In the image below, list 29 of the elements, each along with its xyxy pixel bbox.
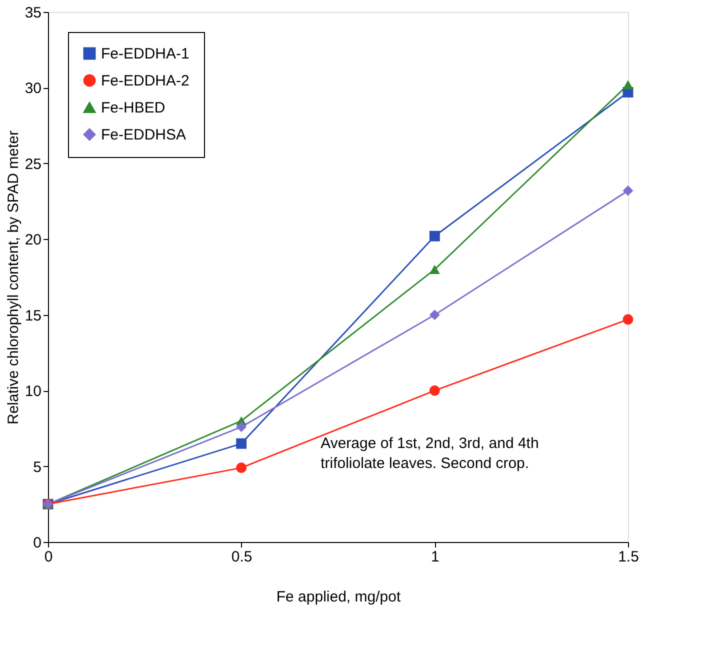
y-tick-label: 30 (24, 80, 42, 98)
legend-label: Fe-EDDHA-2 (101, 72, 190, 90)
legend-label: Fe-HBED (101, 100, 166, 116)
y-tick-label: 20 (24, 232, 42, 249)
y-tick-label: 15 (24, 307, 42, 324)
point (429, 385, 440, 396)
x-tick-label: 1 (430, 548, 440, 566)
annotation: Average of 1st, 2nd, 3rd, and 4th trifoliolate leaves. Second crop. (320, 435, 539, 472)
legend-label: Fe-EDDHA-1 (101, 46, 190, 62)
x-tick-label: 0 (44, 548, 53, 566)
point (236, 422, 247, 432)
point (622, 314, 634, 325)
y-tick-label: 0 (33, 534, 42, 552)
point (622, 80, 634, 90)
x-tick-label: 0.5 (231, 548, 252, 566)
y-tick-label: 25 (24, 156, 42, 173)
x-tick-label: 1.5 (618, 548, 639, 566)
legend-label: Fe-EDDHSA (101, 126, 186, 144)
point (429, 310, 440, 320)
point (429, 264, 440, 274)
point (236, 462, 247, 474)
point (429, 230, 440, 242)
point (622, 185, 634, 196)
point (236, 438, 247, 449)
y-tick-label: 35 (24, 4, 42, 22)
y-tick-label: 10 (24, 383, 42, 400)
y-tick-label: 5 (33, 458, 42, 476)
x-axis-title: Fe applied, mg/pot (276, 588, 402, 606)
y-axis-title: Relative chlorophyll content, by SPAD meter (4, 130, 22, 425)
